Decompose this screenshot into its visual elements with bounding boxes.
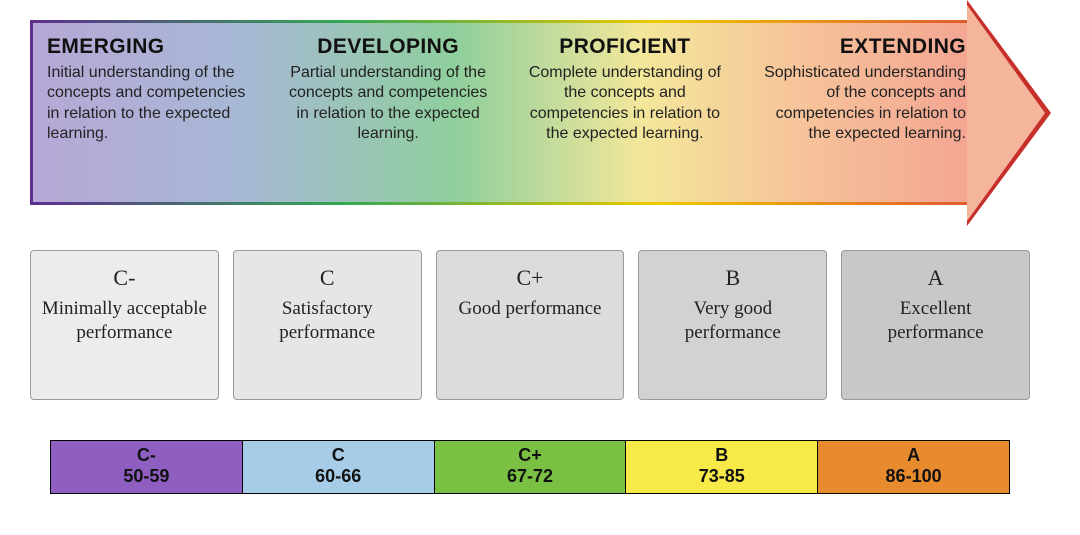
- score-cell-c-minus: C- 50-59: [51, 441, 243, 493]
- score-cell-c: C 60-66: [243, 441, 435, 493]
- score-range-bar: C- 50-59 C 60-66 C+ 67-72 B 73-85 A 86-1…: [50, 440, 1010, 494]
- score-grade: C+: [435, 445, 626, 466]
- card-desc: Excellent performance: [852, 297, 1019, 345]
- stage-desc: Initial understanding of the concepts an…: [47, 63, 256, 145]
- stage-desc: Partial understanding of the concepts an…: [284, 63, 493, 145]
- card-grade: C+: [447, 265, 614, 291]
- score-grade: C-: [51, 445, 242, 466]
- card-grade: C: [244, 265, 411, 291]
- card-grade: B: [649, 265, 816, 291]
- grade-card-c-plus: C+ Good performance: [436, 250, 625, 400]
- grade-card-c-minus: C- Minimally acceptable performance: [30, 250, 219, 400]
- card-desc: Satisfactory performance: [244, 297, 411, 345]
- score-grade: C: [243, 445, 434, 466]
- card-desc: Good performance: [447, 297, 614, 321]
- score-cell-c-plus: C+ 67-72: [435, 441, 627, 493]
- card-grade: C-: [41, 265, 208, 291]
- stage-title: EXTENDING: [757, 35, 966, 59]
- score-range: 73-85: [626, 466, 817, 487]
- score-grade: B: [626, 445, 817, 466]
- grade-cards-row: C- Minimally acceptable performance C Sa…: [30, 250, 1030, 400]
- score-range: 67-72: [435, 466, 626, 487]
- stage-extending: EXTENDING Sophisticated understanding of…: [743, 23, 970, 202]
- score-range: 60-66: [243, 466, 434, 487]
- grade-card-a: A Excellent performance: [841, 250, 1030, 400]
- stage-desc: Sophisticated understanding of the conce…: [757, 63, 966, 145]
- stage-desc: Complete understanding of the concepts a…: [521, 63, 730, 145]
- proficiency-arrow: EMERGING Initial understanding of the co…: [30, 20, 1050, 205]
- score-range: 86-100: [818, 466, 1009, 487]
- arrow-body: EMERGING Initial understanding of the co…: [30, 20, 970, 205]
- stage-emerging: EMERGING Initial understanding of the co…: [33, 23, 270, 202]
- grade-card-c: C Satisfactory performance: [233, 250, 422, 400]
- score-grade: A: [818, 445, 1009, 466]
- score-cell-b: B 73-85: [626, 441, 818, 493]
- card-desc: Very good performance: [649, 297, 816, 345]
- stage-title: PROFICIENT: [521, 35, 730, 59]
- score-cell-a: A 86-100: [818, 441, 1009, 493]
- stage-developing: DEVELOPING Partial understanding of the …: [270, 23, 507, 202]
- stage-title: EMERGING: [47, 35, 256, 59]
- score-range: 50-59: [51, 466, 242, 487]
- card-desc: Minimally acceptable performance: [41, 297, 208, 345]
- stage-title: DEVELOPING: [284, 35, 493, 59]
- stage-proficient: PROFICIENT Complete understanding of the…: [507, 23, 744, 202]
- grade-card-b: B Very good performance: [638, 250, 827, 400]
- card-grade: A: [852, 265, 1019, 291]
